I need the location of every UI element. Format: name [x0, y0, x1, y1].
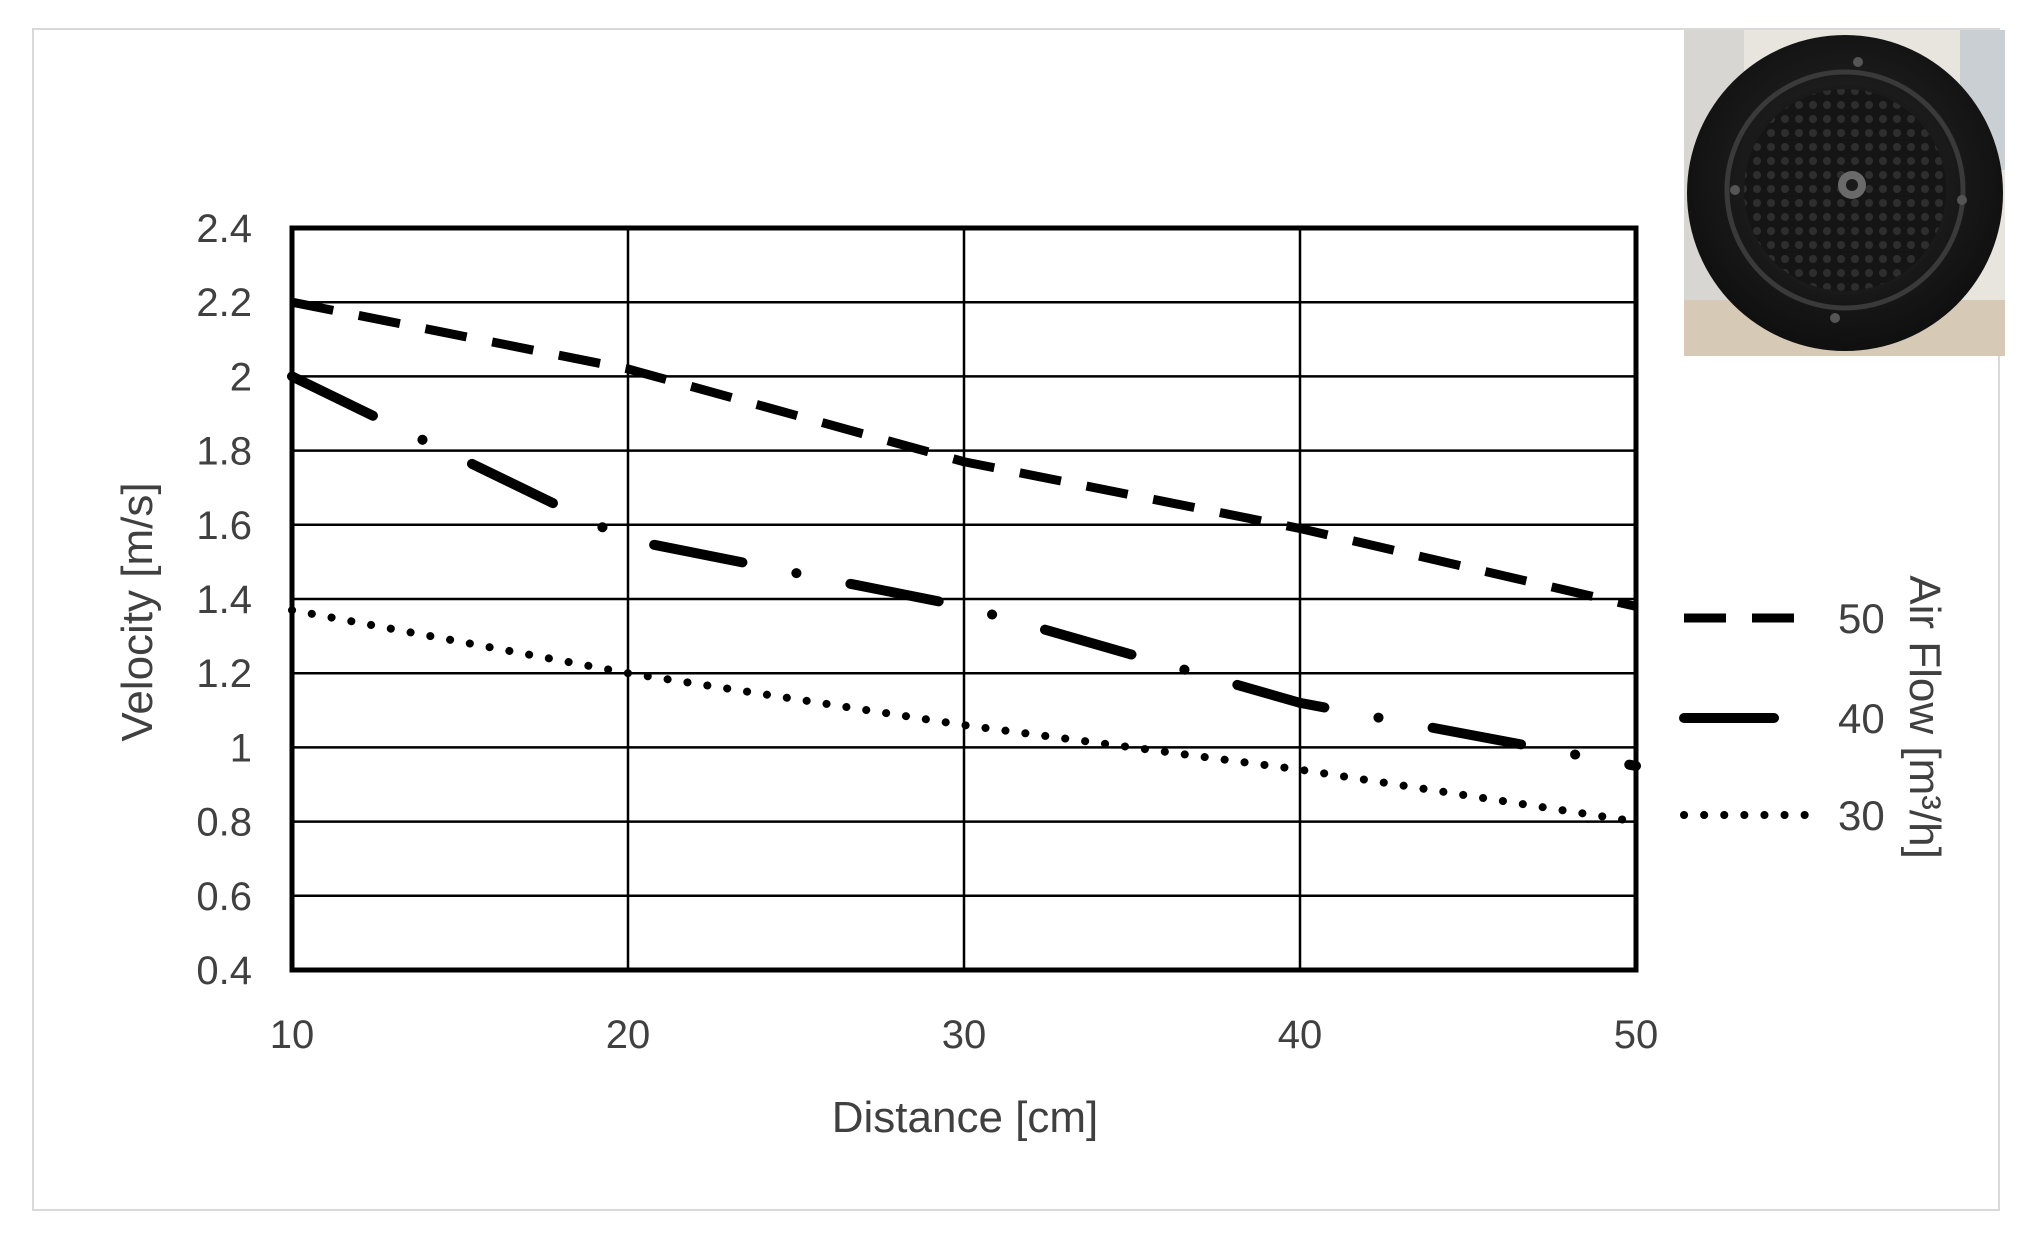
x-tick-label: 30: [942, 1013, 987, 1057]
x-tick-label: 10: [270, 1013, 315, 1057]
legend-label-40: 40: [1838, 695, 1885, 742]
data-series: [287, 297, 1641, 826]
legend-label-50: 50: [1838, 595, 1885, 642]
legend: 50 40 30: [1679, 595, 1885, 839]
y-tick-label: 1: [230, 726, 252, 770]
x-tick-labels: 10 20 30 40 50: [270, 1013, 1659, 1057]
x-tick-label: 20: [606, 1013, 651, 1057]
x-axis-title: Distance [cm]: [832, 1093, 1099, 1142]
y-tick-labels: 0.4 0.6 0.8 1 1.2 1.4 1.6 1.8 2 2.2 2.4: [196, 207, 252, 993]
y-tick-label: 0.8: [196, 801, 252, 845]
chart-grid: [289, 225, 1639, 973]
nozzle-photo: [1684, 30, 2005, 356]
y-tick-label: 1.4: [196, 578, 252, 622]
y-tick-label: 2.4: [196, 207, 252, 251]
figure-frame: [32, 28, 2000, 1211]
y-tick-label: 1.8: [196, 430, 252, 474]
y-tick-label: 0.6: [196, 875, 252, 919]
plot-border: [289, 225, 1639, 973]
y-tick-label: 1.6: [196, 504, 252, 548]
legend-title: Air Flow [m³/h]: [1900, 575, 1949, 859]
x-tick-label: 50: [1614, 1013, 1659, 1057]
y-axis-title: Velocity [m/s]: [113, 482, 162, 741]
y-tick-label: 2: [230, 355, 252, 399]
series-line-30: [288, 606, 1640, 826]
x-tick-label: 40: [1278, 1013, 1323, 1057]
y-tick-label: 2.2: [196, 281, 252, 325]
y-tick-label: 1.2: [196, 652, 252, 696]
legend-label-30: 30: [1838, 792, 1885, 839]
series-line-50: [291, 297, 1638, 611]
y-tick-label: 0.4: [196, 949, 252, 993]
series-line-40: [287, 371, 1641, 771]
